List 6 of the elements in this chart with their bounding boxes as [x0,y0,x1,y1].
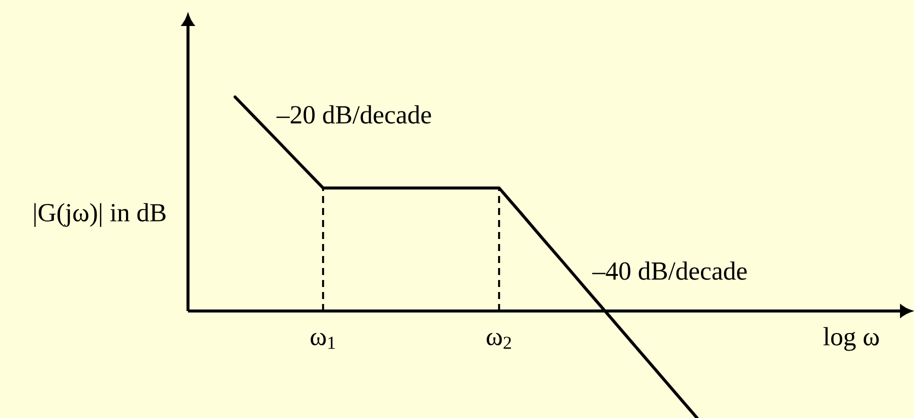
annotation: –40 dB/decade [592,262,747,280]
x-tick-label: ω$_{2}$ [486,332,511,349]
annotation: –20 dB/decade [276,105,431,124]
x-tick-label: ω$_{1}$ [310,332,335,349]
x-axis-title: log ω [823,327,879,351]
y-axis-title: |G(jω)| in dB [34,203,166,227]
